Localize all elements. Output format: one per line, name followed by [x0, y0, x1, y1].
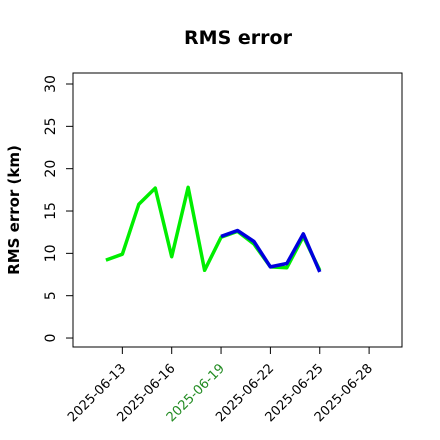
series-line	[105, 185, 322, 273]
y-tick-label: 15	[43, 202, 59, 220]
chart-title: RMS error	[184, 27, 293, 49]
y-tick-label: 5	[43, 291, 59, 300]
y-tick-label: 20	[43, 160, 59, 178]
series-line	[220, 228, 322, 273]
plot-frame	[72, 72, 403, 348]
y-tick-label: 25	[43, 117, 59, 135]
y-axis-label: RMS error (km)	[5, 145, 23, 275]
y-tick-label: 30	[43, 75, 59, 93]
y-tick-label: 0	[43, 334, 59, 343]
y-tick-label: 10	[43, 244, 59, 262]
